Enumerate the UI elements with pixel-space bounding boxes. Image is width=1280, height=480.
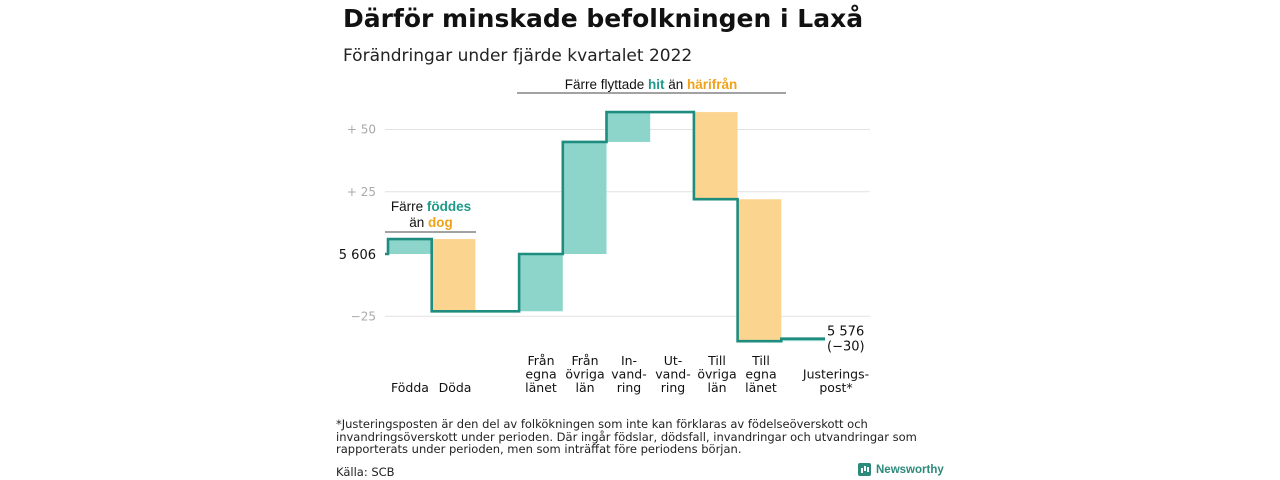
- category-label: län: [575, 380, 594, 395]
- category-label: länet: [745, 380, 777, 395]
- annotation-part: än: [409, 215, 428, 230]
- category-label: Från: [571, 353, 598, 368]
- category-label: länet: [525, 380, 557, 395]
- bars: [388, 112, 825, 342]
- source-note: Källa: SCB: [336, 465, 395, 479]
- bar-decrease: [737, 199, 782, 342]
- brand-logo: Newsworthy: [858, 463, 944, 476]
- annotation-text: Färre föddes: [391, 199, 471, 214]
- annotation-part: Färre flyttade: [565, 77, 648, 92]
- category-label: egna: [745, 367, 776, 382]
- category-label: Födda: [391, 380, 429, 395]
- annotation-part: föddes: [427, 199, 471, 214]
- category-label: Till: [707, 353, 726, 368]
- bar-decrease: [693, 112, 738, 200]
- end-value-label: 5 576: [827, 325, 864, 340]
- category-label: Döda: [439, 380, 472, 395]
- chart-subtitle: Förändringar under fjärde kvartalet 2022: [343, 46, 693, 66]
- annotation-text: än dog: [409, 215, 453, 230]
- category-label: post*: [819, 380, 852, 395]
- newsworthy-logo-icon: [858, 463, 871, 476]
- bar-increase: [606, 112, 651, 142]
- footnote: *Justeringsposten är den del av folkökni…: [336, 417, 917, 456]
- category-label: vand-: [655, 367, 690, 382]
- category-label: Ut-: [664, 353, 683, 368]
- bar-increase: [562, 141, 607, 254]
- category-label: Till: [751, 353, 770, 368]
- bar-increase: [388, 239, 432, 254]
- category-label: Från: [527, 353, 554, 368]
- y-tick-label: −25: [351, 309, 376, 323]
- category-label: ring: [617, 380, 641, 395]
- category-label: vand-: [611, 367, 646, 382]
- annotation-part: härifrån: [687, 77, 737, 92]
- cumulative-line: [385, 110, 825, 343]
- chart-title: Därför minskade befolkningen i Laxå: [343, 4, 864, 33]
- bar-increase: [519, 254, 563, 312]
- category-label: ring: [661, 380, 685, 395]
- value-labels: 5 606 5 576(−30): [339, 248, 865, 355]
- y-axis-labels: + 50 + 25 −25: [347, 123, 376, 324]
- category-label: In-: [621, 353, 637, 368]
- y-tick-label: + 25: [347, 185, 376, 199]
- annotation-text: Färre flyttade hit än härifrån: [565, 77, 738, 92]
- end-change-label: (−30): [827, 340, 865, 355]
- category-label: Justerings-: [802, 367, 869, 382]
- annotation-part: dog: [428, 215, 453, 230]
- step-line: [385, 110, 825, 343]
- start-value-label: 5 606: [339, 248, 376, 263]
- category-label: egna: [525, 367, 556, 382]
- category-label: övriga: [565, 367, 604, 382]
- y-tick-label: + 50: [347, 123, 376, 137]
- brand-label: Newsworthy: [876, 463, 944, 476]
- bar-decrease: [431, 239, 476, 312]
- annotation-part: än: [664, 77, 687, 92]
- annotation-part: hit: [648, 77, 665, 92]
- category-label: län: [707, 380, 726, 395]
- category-label: övriga: [697, 367, 736, 382]
- annotation-part: Färre: [391, 199, 427, 214]
- category-labels: Födda DödaFrånegnalänetFrånövrigalänIn-va…: [391, 353, 869, 395]
